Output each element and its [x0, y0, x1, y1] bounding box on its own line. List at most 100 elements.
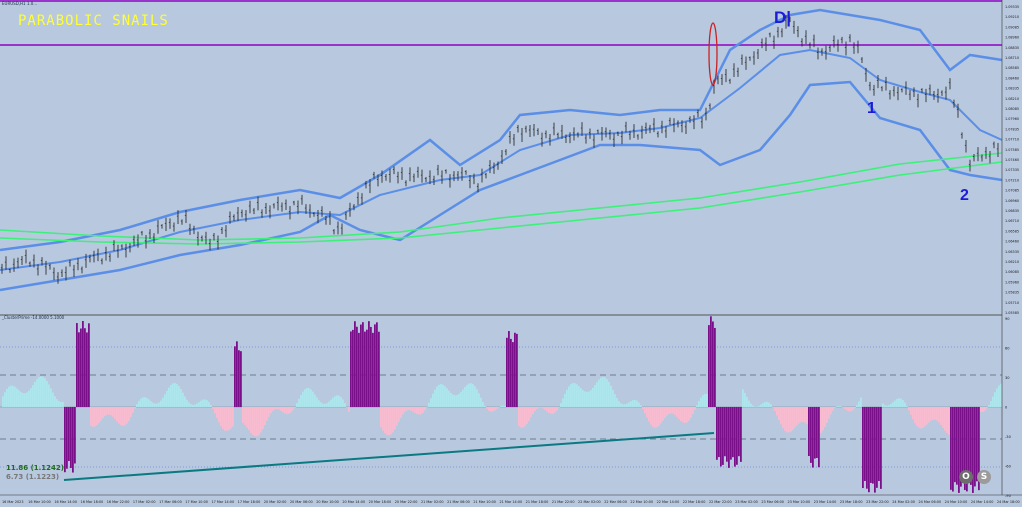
- price-axis-label: 1.08835: [1005, 46, 1019, 50]
- histogram-bar: [482, 401, 484, 407]
- time-axis-label: 17 Mar 10:00: [185, 500, 208, 504]
- histogram-bar: [106, 407, 108, 415]
- histogram-bar: [30, 388, 32, 407]
- histogram-bar: [366, 329, 368, 407]
- histogram-bar: [40, 376, 42, 407]
- histogram-bar: [760, 404, 762, 407]
- histogram-bar: [370, 326, 372, 407]
- histogram-bar: [878, 407, 880, 482]
- histogram-bar: [996, 388, 998, 407]
- histogram-bar: [38, 377, 40, 407]
- histogram-bar: [84, 328, 86, 407]
- histogram-bar: [78, 332, 80, 407]
- histogram-bar: [888, 405, 890, 407]
- histogram-bar: [516, 333, 518, 407]
- price-axis-label: 1.07210: [1005, 178, 1019, 182]
- histogram-bar: [730, 407, 732, 460]
- histogram-bar: [236, 341, 238, 407]
- histogram-bar: [618, 401, 620, 407]
- histogram-bar: [304, 389, 306, 407]
- histogram-bar: [932, 407, 934, 420]
- histogram-bar: [228, 407, 230, 431]
- histogram-bar: [286, 407, 288, 415]
- histogram-bar: [648, 407, 650, 422]
- histogram-bar: [880, 407, 882, 489]
- histogram-bar: [34, 382, 36, 407]
- time-axis-label: 22 Mar 10:00: [630, 500, 653, 504]
- price-panel[interactable]: [0, 0, 1022, 292]
- histogram-bar: [254, 407, 256, 437]
- price-axis-label: 1.08335: [1005, 87, 1019, 91]
- histogram-bar: [298, 398, 300, 407]
- histogram-bar: [444, 386, 446, 407]
- histogram-bar: [396, 407, 398, 426]
- time-axis-label: 23 Mar 10:00: [788, 500, 811, 504]
- histogram-bar: [598, 379, 600, 407]
- histogram-bar: [684, 407, 686, 424]
- histogram-bar: [470, 383, 472, 407]
- candlesticks: [0, 14, 999, 284]
- histogram-bar: [830, 407, 832, 415]
- histogram-bar: [142, 397, 144, 407]
- histogram-bar: [536, 407, 538, 409]
- histogram-bar: [132, 407, 134, 413]
- histogram-bar: [582, 390, 584, 407]
- histogram-bar: [274, 407, 276, 410]
- histogram-bar: [578, 386, 580, 407]
- histogram-bar: [234, 346, 236, 407]
- histogram-bar: [290, 407, 292, 413]
- histogram-bar: [502, 405, 504, 407]
- histogram-bar: [594, 385, 596, 407]
- histogram-bar: [718, 407, 720, 458]
- histogram-bar: [828, 407, 830, 419]
- price-axis-label: 1.06585: [1005, 229, 1019, 233]
- histogram-bar: [624, 404, 626, 407]
- histogram-bar: [294, 406, 296, 408]
- histogram-bar: [986, 407, 988, 409]
- histogram-bar: [462, 389, 464, 407]
- trend-line: [63, 432, 715, 481]
- histogram-bar: [94, 407, 96, 427]
- histogram-bar: [20, 391, 22, 407]
- histogram-bar: [68, 407, 70, 462]
- histogram-bar: [498, 407, 500, 408]
- histogram-bar: [520, 407, 522, 428]
- price-axis-label: 1.05710: [1005, 301, 1019, 305]
- histogram-bar: [276, 407, 278, 410]
- histogram-bar: [98, 407, 100, 424]
- bollinger-upper-band: [0, 8, 1003, 252]
- histogram-bar: [786, 407, 788, 433]
- histogram-bar: [784, 407, 786, 431]
- object-list-button[interactable]: O: [959, 470, 973, 484]
- indicator-axis-label: -60: [1005, 465, 1012, 469]
- histogram-bar: [834, 407, 836, 408]
- histogram-bar: [510, 338, 512, 407]
- histogram-bar: [766, 401, 768, 407]
- histogram-bar: [86, 332, 88, 407]
- histogram-bar: [334, 396, 336, 407]
- time-axis-label: 17 Mar 14:00: [211, 500, 234, 504]
- histogram-bar: [408, 407, 410, 410]
- histogram-bar: [514, 332, 516, 407]
- histogram-bar: [250, 407, 252, 433]
- indicator-panel[interactable]: [0, 316, 1002, 493]
- histogram-bar: [316, 397, 318, 407]
- histogram-bar: [268, 407, 270, 417]
- price-axis-label: 1.06335: [1005, 250, 1019, 254]
- settings-button[interactable]: S: [977, 470, 991, 484]
- histogram-bar: [178, 386, 180, 407]
- histogram-bar: [912, 407, 914, 420]
- histogram-bar: [22, 393, 24, 407]
- time-axis-label: 21 Mar 22:00: [552, 500, 575, 504]
- histogram-bar: [214, 407, 216, 414]
- histogram-bar: [422, 407, 424, 413]
- histogram-bar: [528, 407, 530, 421]
- time-axis-label: 17 Mar 06:00: [159, 500, 182, 504]
- histogram-bar: [280, 407, 282, 411]
- histogram-bar: [764, 402, 766, 407]
- histogram-bar: [970, 407, 972, 485]
- histogram-bar: [540, 407, 542, 408]
- histogram-bar: [192, 404, 194, 407]
- histogram-bar: [942, 407, 944, 428]
